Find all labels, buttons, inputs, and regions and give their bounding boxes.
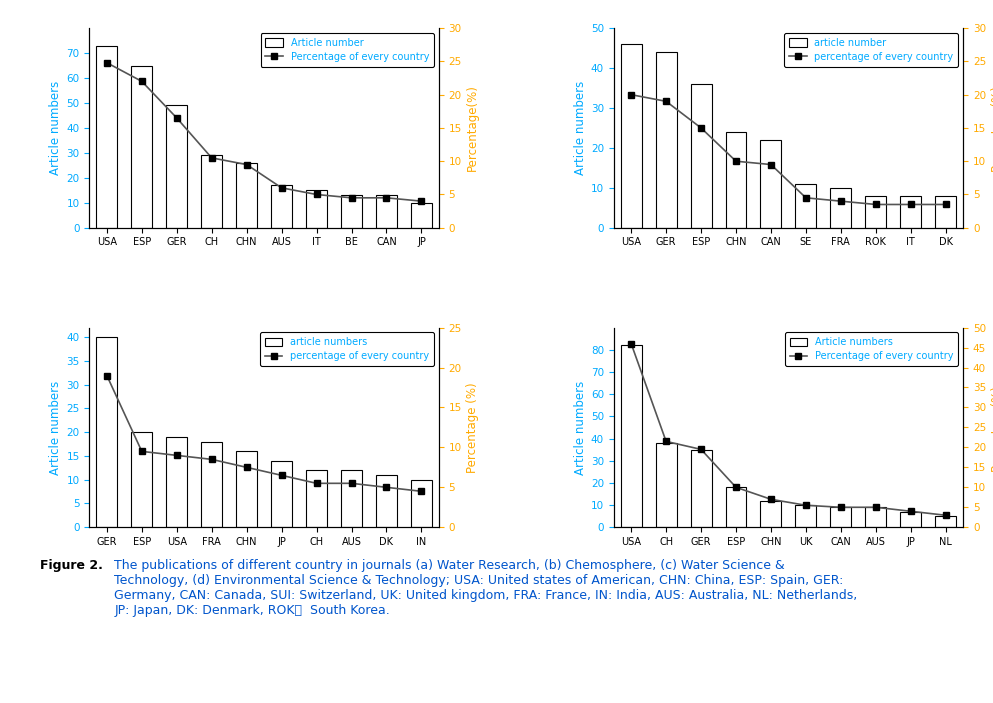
Legend: Article numbers, Percentage of every country: Article numbers, Percentage of every cou… [784, 333, 958, 366]
Bar [271, 460, 292, 527]
Text: Figure 2.: Figure 2. [40, 559, 102, 572]
Bar [271, 186, 292, 228]
Legend: article numbers, percentage of every country: article numbers, percentage of every cou… [260, 333, 434, 366]
Bar [795, 505, 816, 527]
Bar [935, 196, 956, 228]
Bar [236, 163, 257, 228]
Bar [166, 105, 188, 228]
Bar [306, 191, 327, 228]
Bar [131, 432, 152, 527]
Bar [690, 450, 712, 527]
Legend: article number, percentage of every country: article number, percentage of every coun… [784, 33, 958, 67]
Y-axis label: Article numbers: Article numbers [50, 380, 63, 475]
Y-axis label: Percentage(%): Percentage(%) [990, 84, 993, 172]
Bar [166, 437, 188, 527]
Y-axis label: Percentage(%): Percentage(%) [990, 384, 993, 471]
Y-axis label: Article numbers: Article numbers [574, 380, 587, 475]
Bar [306, 470, 327, 527]
Bar [865, 508, 887, 527]
Bar [795, 184, 816, 228]
Bar [726, 487, 747, 527]
Y-axis label: Article numbers: Article numbers [574, 81, 587, 175]
Bar [935, 516, 956, 527]
Bar [655, 443, 676, 527]
Bar [411, 479, 432, 527]
Bar [376, 195, 397, 228]
Bar [865, 196, 887, 228]
Bar [901, 196, 922, 228]
Bar [96, 337, 117, 527]
Y-axis label: Percentage (%): Percentage (%) [466, 382, 479, 472]
Bar [655, 52, 676, 228]
Text: b: b [943, 34, 952, 49]
Bar [411, 202, 432, 228]
Bar [96, 46, 117, 228]
Bar [621, 44, 641, 228]
Y-axis label: Percentage(%): Percentage(%) [466, 84, 479, 172]
Bar [901, 512, 922, 527]
Bar [830, 188, 851, 228]
Bar [830, 508, 851, 527]
Bar [761, 140, 781, 228]
Text: d: d [943, 334, 952, 349]
Bar [236, 451, 257, 527]
Bar [202, 155, 222, 228]
Bar [376, 475, 397, 527]
Legend: Article number, Percentage of every country: Article number, Percentage of every coun… [260, 33, 434, 67]
Bar [131, 65, 152, 228]
Bar [341, 195, 362, 228]
Bar [761, 501, 781, 527]
Y-axis label: Article numbers: Article numbers [50, 81, 63, 175]
Bar [202, 441, 222, 527]
Bar [621, 345, 641, 527]
Bar [726, 132, 747, 228]
Text: c: c [420, 334, 428, 349]
Text: The publications of different country in journals (a) Water Research, (b) Chemos: The publications of different country in… [114, 559, 857, 617]
Text: a: a [419, 34, 428, 49]
Bar [341, 470, 362, 527]
Bar [690, 84, 712, 228]
